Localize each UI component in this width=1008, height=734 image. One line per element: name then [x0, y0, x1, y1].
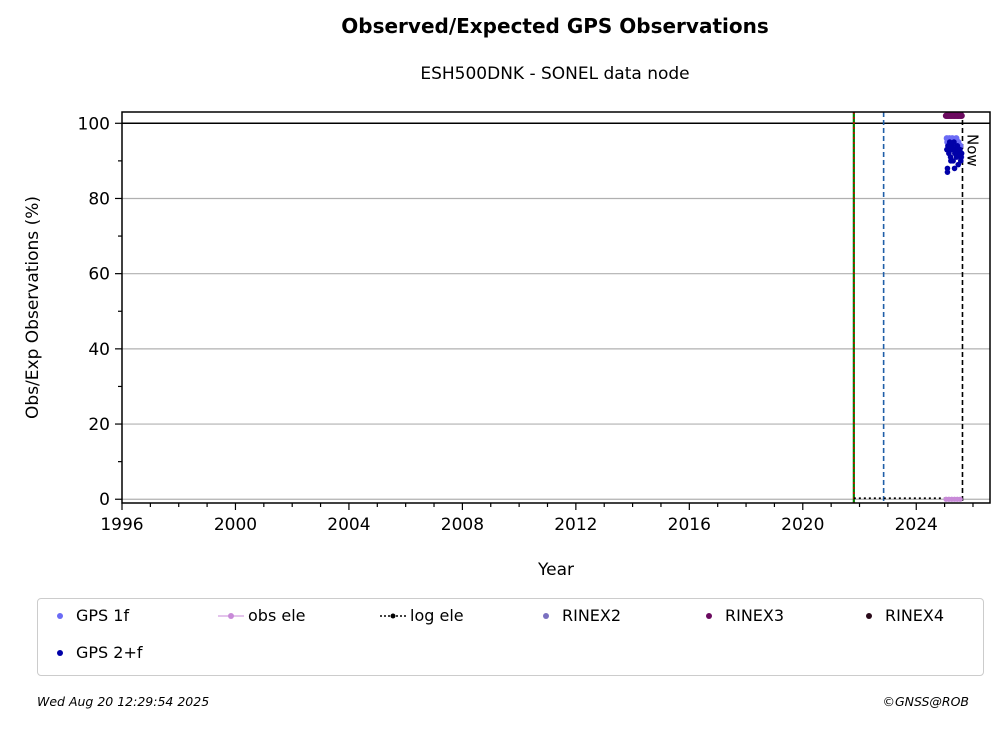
x-tick-label: 2012 — [554, 515, 597, 535]
legend-marker-gps1f — [57, 612, 63, 619]
legend-item-obs-ele: obs ele — [216, 606, 306, 625]
legend-item-rinex4: RINEX4 — [861, 606, 944, 625]
chart-title: Observed/Expected GPS Observations — [341, 14, 769, 38]
legend-label-rinex4: RINEX4 — [885, 606, 945, 625]
gps2f-point — [958, 154, 964, 160]
legend-label-rinex3: RINEX3 — [725, 606, 785, 625]
legend-marker-obs-ele — [218, 612, 244, 619]
legend-label-gps2f: GPS 2+f — [76, 643, 143, 662]
legend-label-log-ele: log ele — [410, 606, 464, 625]
x-axis-label: Year — [537, 560, 574, 580]
plot-frame — [121, 111, 991, 504]
footer-timestamp: Wed Aug 20 12:29:54 2025 — [37, 694, 210, 709]
y-tick-label: 40 — [88, 340, 110, 360]
legend-marker-gps2f — [57, 649, 63, 656]
y-axis-label: Obs/Exp Observations (%) — [23, 196, 43, 419]
footer-credit: ©GNSS@ROB — [882, 694, 969, 709]
legend-marker-rinex4 — [866, 612, 872, 619]
legend-label-gps1f: GPS 1f — [76, 606, 130, 625]
gps2f-point — [951, 165, 958, 172]
rinex3-point — [958, 112, 965, 119]
legend-marker-log-ele — [380, 613, 406, 618]
y-tick-label: 80 — [88, 189, 110, 209]
legend: GPS 1f obs ele log ele RINEX2 RINEX3 RIN… — [37, 598, 984, 676]
x-tick-label: 2000 — [214, 515, 257, 535]
x-tick-label: 2020 — [781, 515, 824, 535]
y-tick-label: 60 — [88, 265, 110, 285]
legend-item-rinex2: RINEX2 — [538, 606, 621, 625]
legend-item-gps2f: GPS 2+f — [52, 643, 143, 662]
chart-plot: Now 1996 2000 2004 2008 2012 2016 2020 2024 0 20 40… — [23, 111, 991, 580]
legend-label-rinex2: RINEX2 — [562, 606, 622, 625]
gps2f-point — [948, 158, 954, 164]
y-tick-label: 20 — [88, 415, 110, 435]
x-tick-label: 2008 — [441, 515, 484, 535]
legend-label-obs-ele: obs ele — [248, 606, 306, 625]
legend-marker-rinex3 — [706, 612, 712, 619]
y-tick-label: 0 — [99, 490, 110, 510]
x-tick-label: 2024 — [895, 515, 938, 535]
legend-item-log-ele: log ele — [378, 606, 464, 625]
gps2f-point — [955, 146, 961, 153]
y-tick-label: 100 — [78, 114, 110, 134]
x-tick-label: 2016 — [668, 515, 711, 535]
x-tick-label: 1996 — [100, 515, 143, 535]
gps2f-point — [944, 169, 951, 175]
obs-ele-point — [957, 496, 963, 502]
legend-item-gps1f: GPS 1f — [52, 606, 129, 625]
now-label: Now — [963, 134, 981, 167]
gps2f-point — [951, 139, 957, 145]
x-tick-label: 2004 — [327, 515, 370, 535]
legend-marker-rinex2 — [543, 612, 549, 619]
legend-item-rinex3: RINEX3 — [701, 606, 784, 625]
chart-subtitle: ESH500DNK - SONEL data node — [420, 64, 690, 84]
